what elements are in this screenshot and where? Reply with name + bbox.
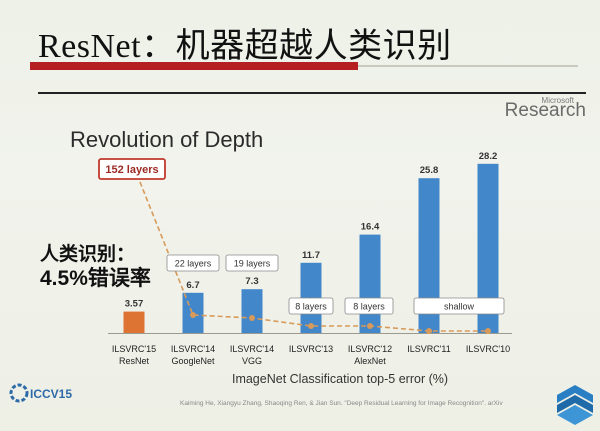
category-label-1-1: GoogleNet <box>171 356 215 366</box>
iccv-logo-text: ICCV15 <box>30 387 72 401</box>
value-label-3: 11.7 <box>302 250 320 261</box>
value-label-6: 28.2 <box>479 151 498 162</box>
value-label-1: 6.7 <box>186 280 199 291</box>
depth-label-3: 8 layers <box>295 301 327 311</box>
depth-trend-marker-5 <box>426 328 432 334</box>
depth-trend-marker-2 <box>249 315 255 321</box>
brand-research: Research <box>504 100 586 121</box>
slide-title: ResNet：机器超越人类识别 <box>38 28 452 65</box>
category-label-3-0: ILSVRC'13 <box>289 344 333 354</box>
depth-trend-marker-4 <box>367 323 373 329</box>
depth-trend-marker-6 <box>485 328 491 334</box>
depth-trend-marker-1 <box>190 312 196 318</box>
depth-label-box-1 <box>166 254 220 272</box>
x-axis-label: ImageNet Classification top-5 error (%) <box>231 372 449 386</box>
category-label-4-1: AlexNet <box>354 356 386 366</box>
category-label-0-0: ILSVRC'15 <box>112 344 156 354</box>
category-label-2-1: VGG <box>242 356 262 366</box>
category-label-1-0: ILSVRC'14 <box>171 344 215 354</box>
value-label-5: 25.8 <box>420 165 439 176</box>
corner-logo-icon <box>557 385 593 425</box>
category-label-0-1: ResNet <box>119 356 150 366</box>
human-annotation-line2: 4.5%错误率 <box>40 267 151 290</box>
depth-trend-marker-3 <box>308 323 314 329</box>
bar-4 <box>359 234 381 333</box>
citation: Kaiming He, Xiangyu Zhang, Shaoqing Ren,… <box>180 400 503 407</box>
human-annotation: 人类识别： 4.5%错误率 <box>40 243 151 291</box>
depth-label-2: 19 layers <box>234 258 271 268</box>
value-label-4: 16.4 <box>361 222 380 233</box>
chart-title: Revolution of Depth <box>70 127 264 152</box>
iccv-logo: ICCV15 <box>9 383 72 403</box>
depth-label-box-0 <box>98 158 166 180</box>
chart-top-rule <box>38 92 586 94</box>
brand-small: Microsoft <box>541 96 574 105</box>
depth-label-0: 152 layers <box>105 164 158 176</box>
bar-5 <box>418 178 440 333</box>
category-label-4-0: ILSVRC'12 <box>348 344 392 354</box>
depth-label-box-2 <box>225 254 279 272</box>
depth-label-box-4 <box>344 297 394 315</box>
human-annotation-line1: 人类识别： <box>40 244 136 265</box>
category-label-6-0: ILSVRC'10 <box>466 344 510 354</box>
title-underline <box>30 62 358 70</box>
bar-6 <box>477 163 499 333</box>
value-label-0: 3.57 <box>125 299 144 310</box>
depth-label-4: 8 layers <box>353 301 385 311</box>
depth-label-5: shallow <box>444 301 475 311</box>
category-label-5-0: ILSVRC'11 <box>407 344 451 354</box>
depth-label-box-3 <box>288 297 334 315</box>
value-label-2: 7.3 <box>245 276 258 287</box>
title-rule-extension <box>358 65 578 67</box>
depth-label-1: 22 layers <box>175 258 212 268</box>
category-label-2-0: ILSVRC'14 <box>230 344 274 354</box>
depth-label-box-5 <box>413 297 505 315</box>
bar-0 <box>123 311 145 333</box>
bar-2 <box>241 289 263 333</box>
